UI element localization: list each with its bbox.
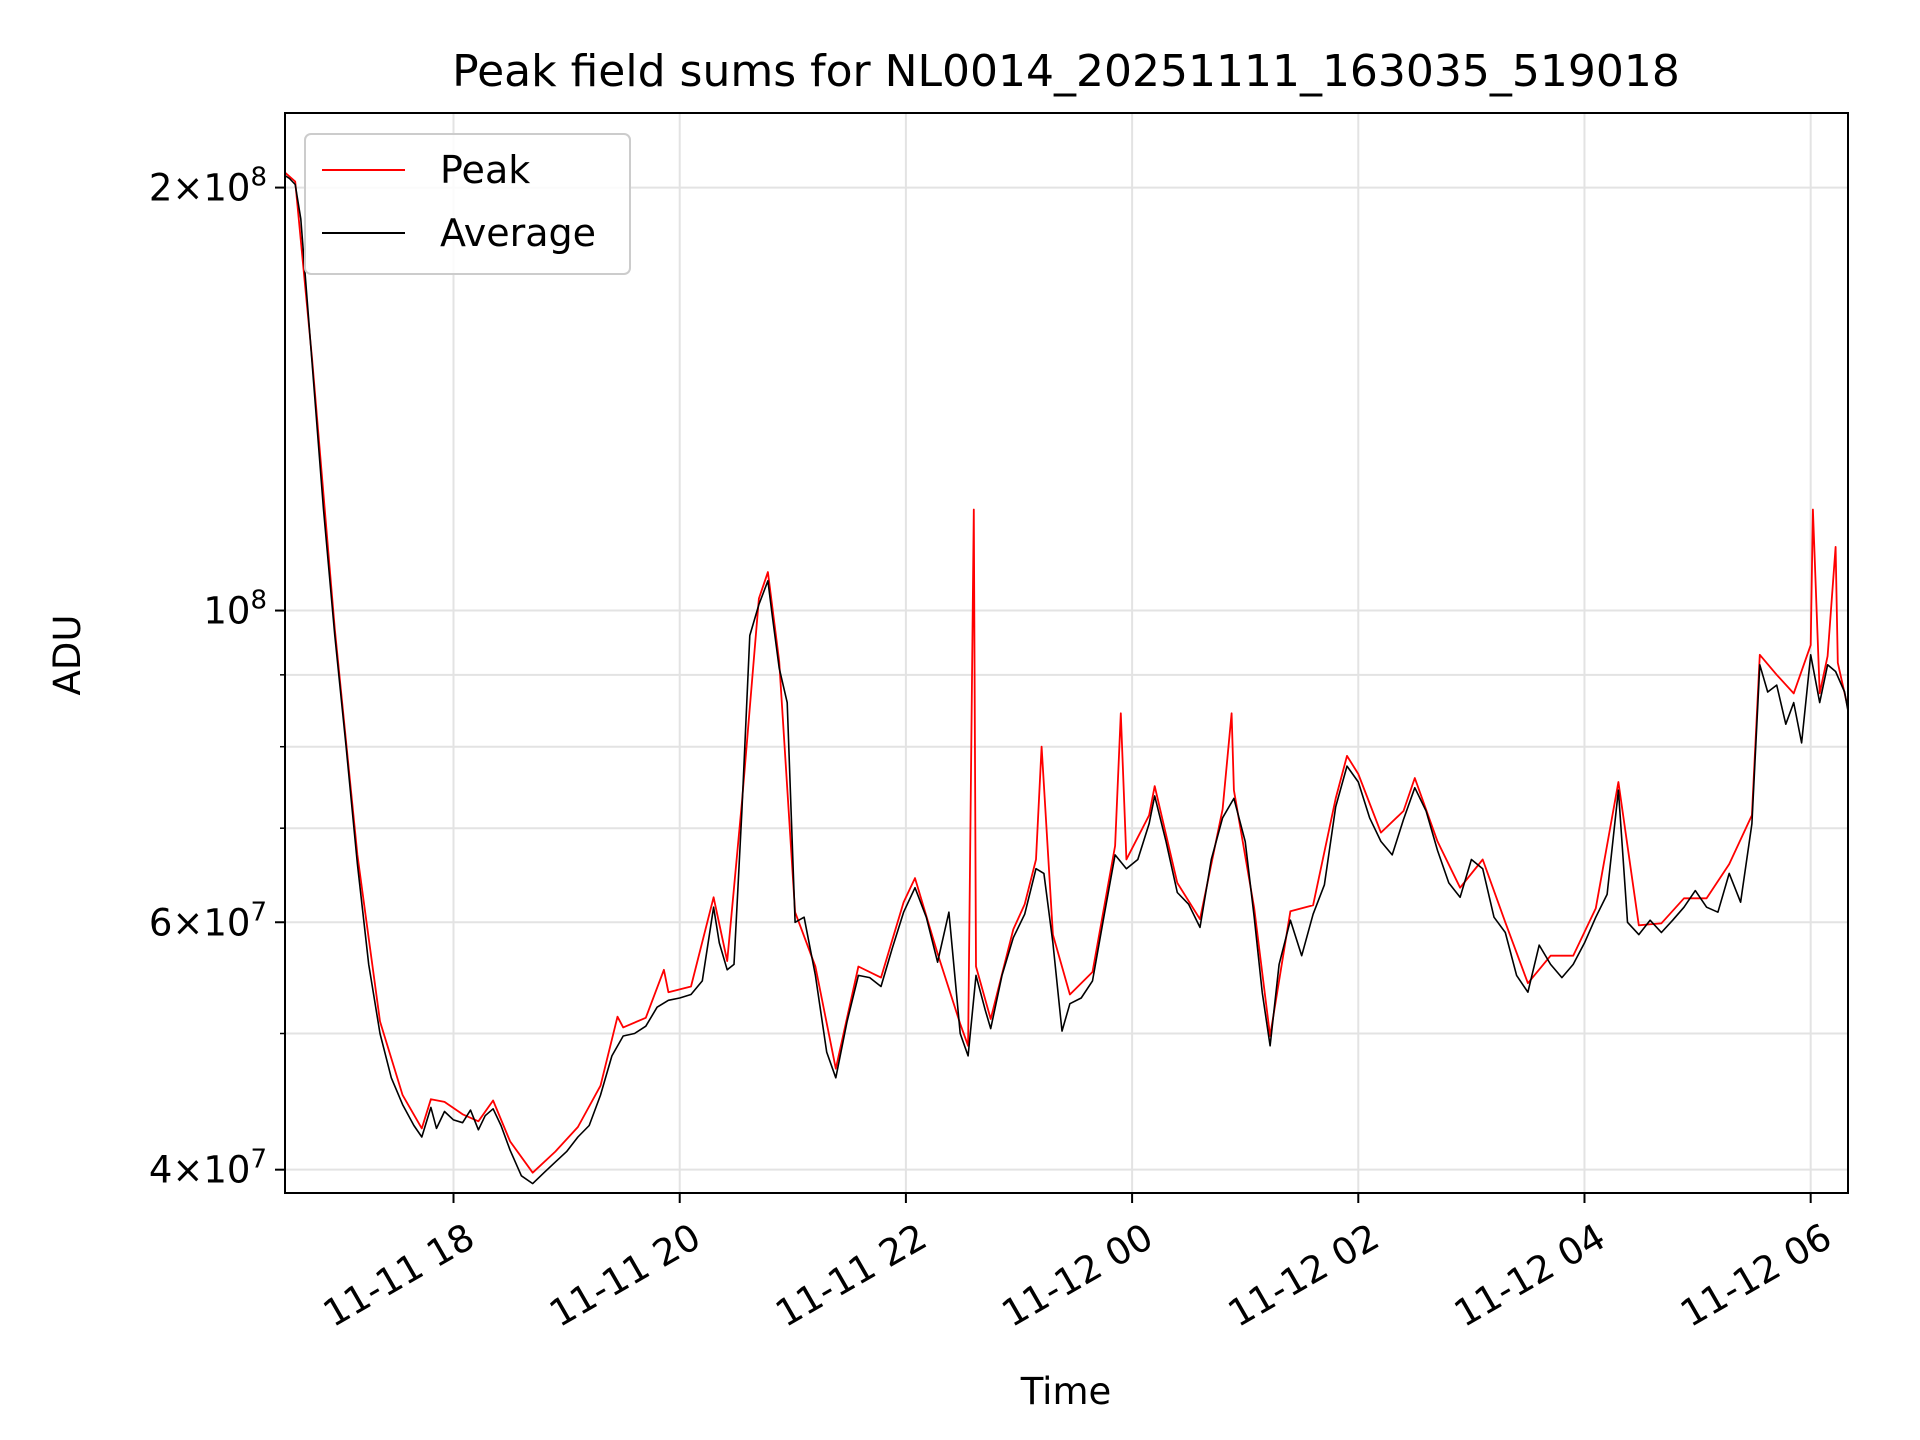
plot-area (285, 171, 1848, 1185)
grid (285, 113, 1848, 1193)
plot-frame (284, 112, 1849, 1194)
legend-label-peak: Peak (440, 148, 530, 192)
series-line-average (285, 174, 1848, 1185)
x-axis-title: Time (1020, 1370, 1112, 1413)
y-tick-label: 4×107 (149, 1145, 267, 1192)
legend-label-average: Average (440, 211, 596, 255)
chart-title: Peak field sums for NL0014_20251111_1630… (452, 46, 1680, 97)
series-line-peak (285, 171, 1848, 1174)
legend: Peak Average (304, 133, 631, 275)
y-axis-title: ADU (46, 615, 89, 696)
y-tick-label: 2×108 (149, 163, 267, 210)
y-tick-label: 6×107 (149, 897, 267, 944)
y-axis: 4×107 6×107 108 2×108 (149, 163, 285, 1192)
y-tick-label: 108 (203, 586, 267, 633)
